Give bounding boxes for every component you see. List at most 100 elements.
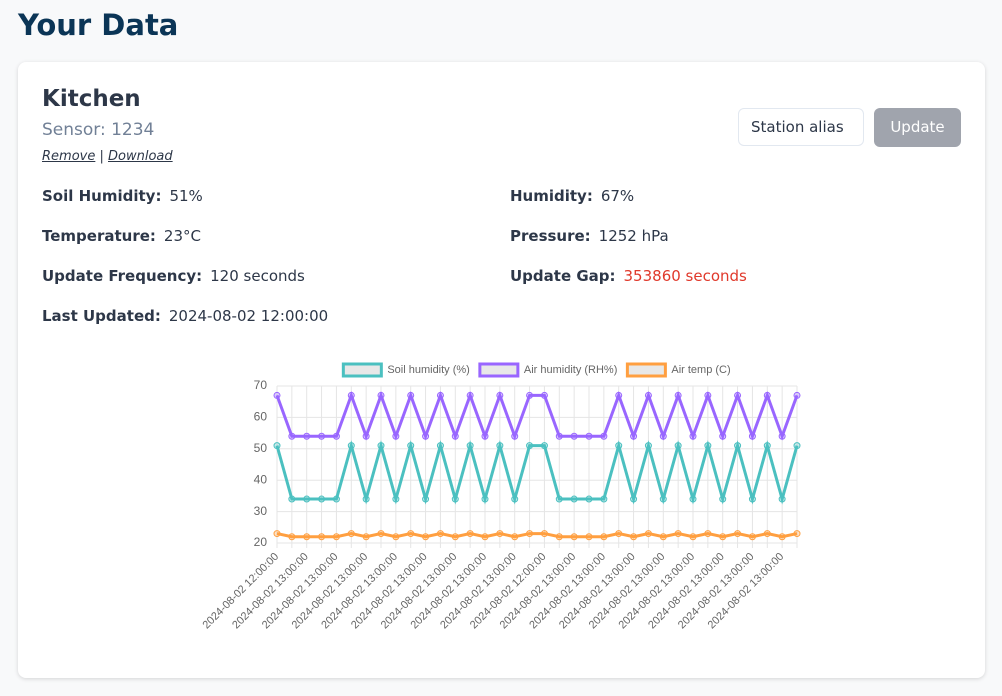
data-point — [689, 432, 697, 440]
data-point — [540, 391, 548, 399]
data-point — [481, 533, 489, 541]
links: Remove | Download — [42, 149, 173, 164]
field: Humidity: 67% — [510, 186, 910, 206]
data-point — [511, 432, 519, 440]
data-point — [600, 533, 608, 541]
data-point — [273, 530, 281, 538]
data-point — [466, 442, 474, 450]
y-tick-label: 70 — [254, 378, 268, 392]
data-point — [377, 391, 385, 399]
data-point — [511, 533, 519, 541]
data-point — [615, 530, 623, 538]
data-point — [347, 442, 355, 450]
data-point — [332, 533, 340, 541]
data-point — [407, 442, 415, 450]
data-point — [793, 530, 801, 538]
page-title: Your Data — [18, 8, 179, 42]
data-point — [719, 432, 727, 440]
y-tick-label: 30 — [254, 504, 268, 518]
data-point — [422, 432, 430, 440]
data-point — [674, 442, 682, 450]
data-point — [600, 495, 608, 503]
y-tick-label: 50 — [254, 441, 268, 455]
data-point — [422, 495, 430, 503]
field-label: Update Gap: — [510, 267, 616, 285]
field-label: Humidity: — [510, 187, 593, 205]
field-value: 51% — [169, 187, 203, 205]
field-value: 67% — [600, 187, 635, 205]
data-point — [555, 432, 563, 440]
data-point — [644, 442, 652, 450]
data-point — [540, 530, 548, 538]
data-point — [570, 495, 578, 503]
data-point — [793, 442, 801, 450]
field-value: 353860 seconds — [623, 267, 747, 285]
data-point — [377, 442, 385, 450]
data-point — [303, 533, 311, 541]
field-value: 120 seconds — [210, 267, 305, 285]
data-point — [511, 495, 519, 503]
data-point — [303, 432, 311, 440]
data-point — [748, 533, 756, 541]
data-point — [659, 533, 667, 541]
data-point — [392, 432, 400, 440]
data-point — [451, 495, 459, 503]
data-point — [466, 530, 474, 538]
data-point — [436, 442, 444, 450]
data-point — [674, 391, 682, 399]
data-point — [748, 432, 756, 440]
data-point — [689, 495, 697, 503]
data-point — [288, 533, 296, 541]
data-point — [585, 432, 593, 440]
data-point — [630, 432, 638, 440]
data-point — [332, 432, 340, 440]
data-point — [540, 442, 548, 450]
data-point — [436, 530, 444, 538]
data-point — [704, 391, 712, 399]
data-point — [496, 442, 504, 450]
data-point — [451, 533, 459, 541]
download-link[interactable]: Download — [108, 149, 173, 164]
data-point — [659, 495, 667, 503]
data-point — [734, 391, 742, 399]
data-point — [318, 432, 326, 440]
station-card: Kitchen Sensor: 1234 Remove | Download S… — [18, 62, 985, 678]
data-point — [748, 495, 756, 503]
data-point — [644, 530, 652, 538]
data-point — [347, 530, 355, 538]
data-point — [763, 442, 771, 450]
y-tick-label: 40 — [254, 472, 268, 486]
data-point — [362, 432, 370, 440]
data-point — [451, 432, 459, 440]
data-point — [615, 391, 623, 399]
series-line — [275, 391, 799, 441]
data-point — [615, 442, 623, 450]
field: Last Updated: 2024-08-02 12:00:00 — [42, 306, 510, 326]
data-point — [763, 530, 771, 538]
legend-swatch — [625, 362, 667, 378]
data-point — [407, 391, 415, 399]
legend-label: Air temp (C) — [671, 364, 730, 376]
update-button[interactable]: Update — [874, 108, 961, 147]
data-point — [422, 533, 430, 541]
sensor-id: Sensor: 1234 — [42, 120, 155, 140]
field-label: Temperature: — [42, 227, 156, 245]
remove-link[interactable]: Remove — [42, 149, 96, 164]
data-point — [763, 391, 771, 399]
data-point — [362, 495, 370, 503]
alias-input[interactable]: Station alias — [738, 108, 864, 146]
data-point — [555, 533, 563, 541]
data-point — [347, 391, 355, 399]
data-point — [600, 432, 608, 440]
field-label: Last Updated: — [42, 307, 161, 325]
series-line — [276, 532, 798, 539]
data-point — [570, 533, 578, 541]
data-point — [630, 495, 638, 503]
field-label: Pressure: — [510, 227, 591, 245]
station-name: Kitchen — [42, 86, 141, 112]
data-point — [659, 432, 667, 440]
data-point — [288, 495, 296, 503]
data-point — [570, 432, 578, 440]
data-point — [318, 533, 326, 541]
